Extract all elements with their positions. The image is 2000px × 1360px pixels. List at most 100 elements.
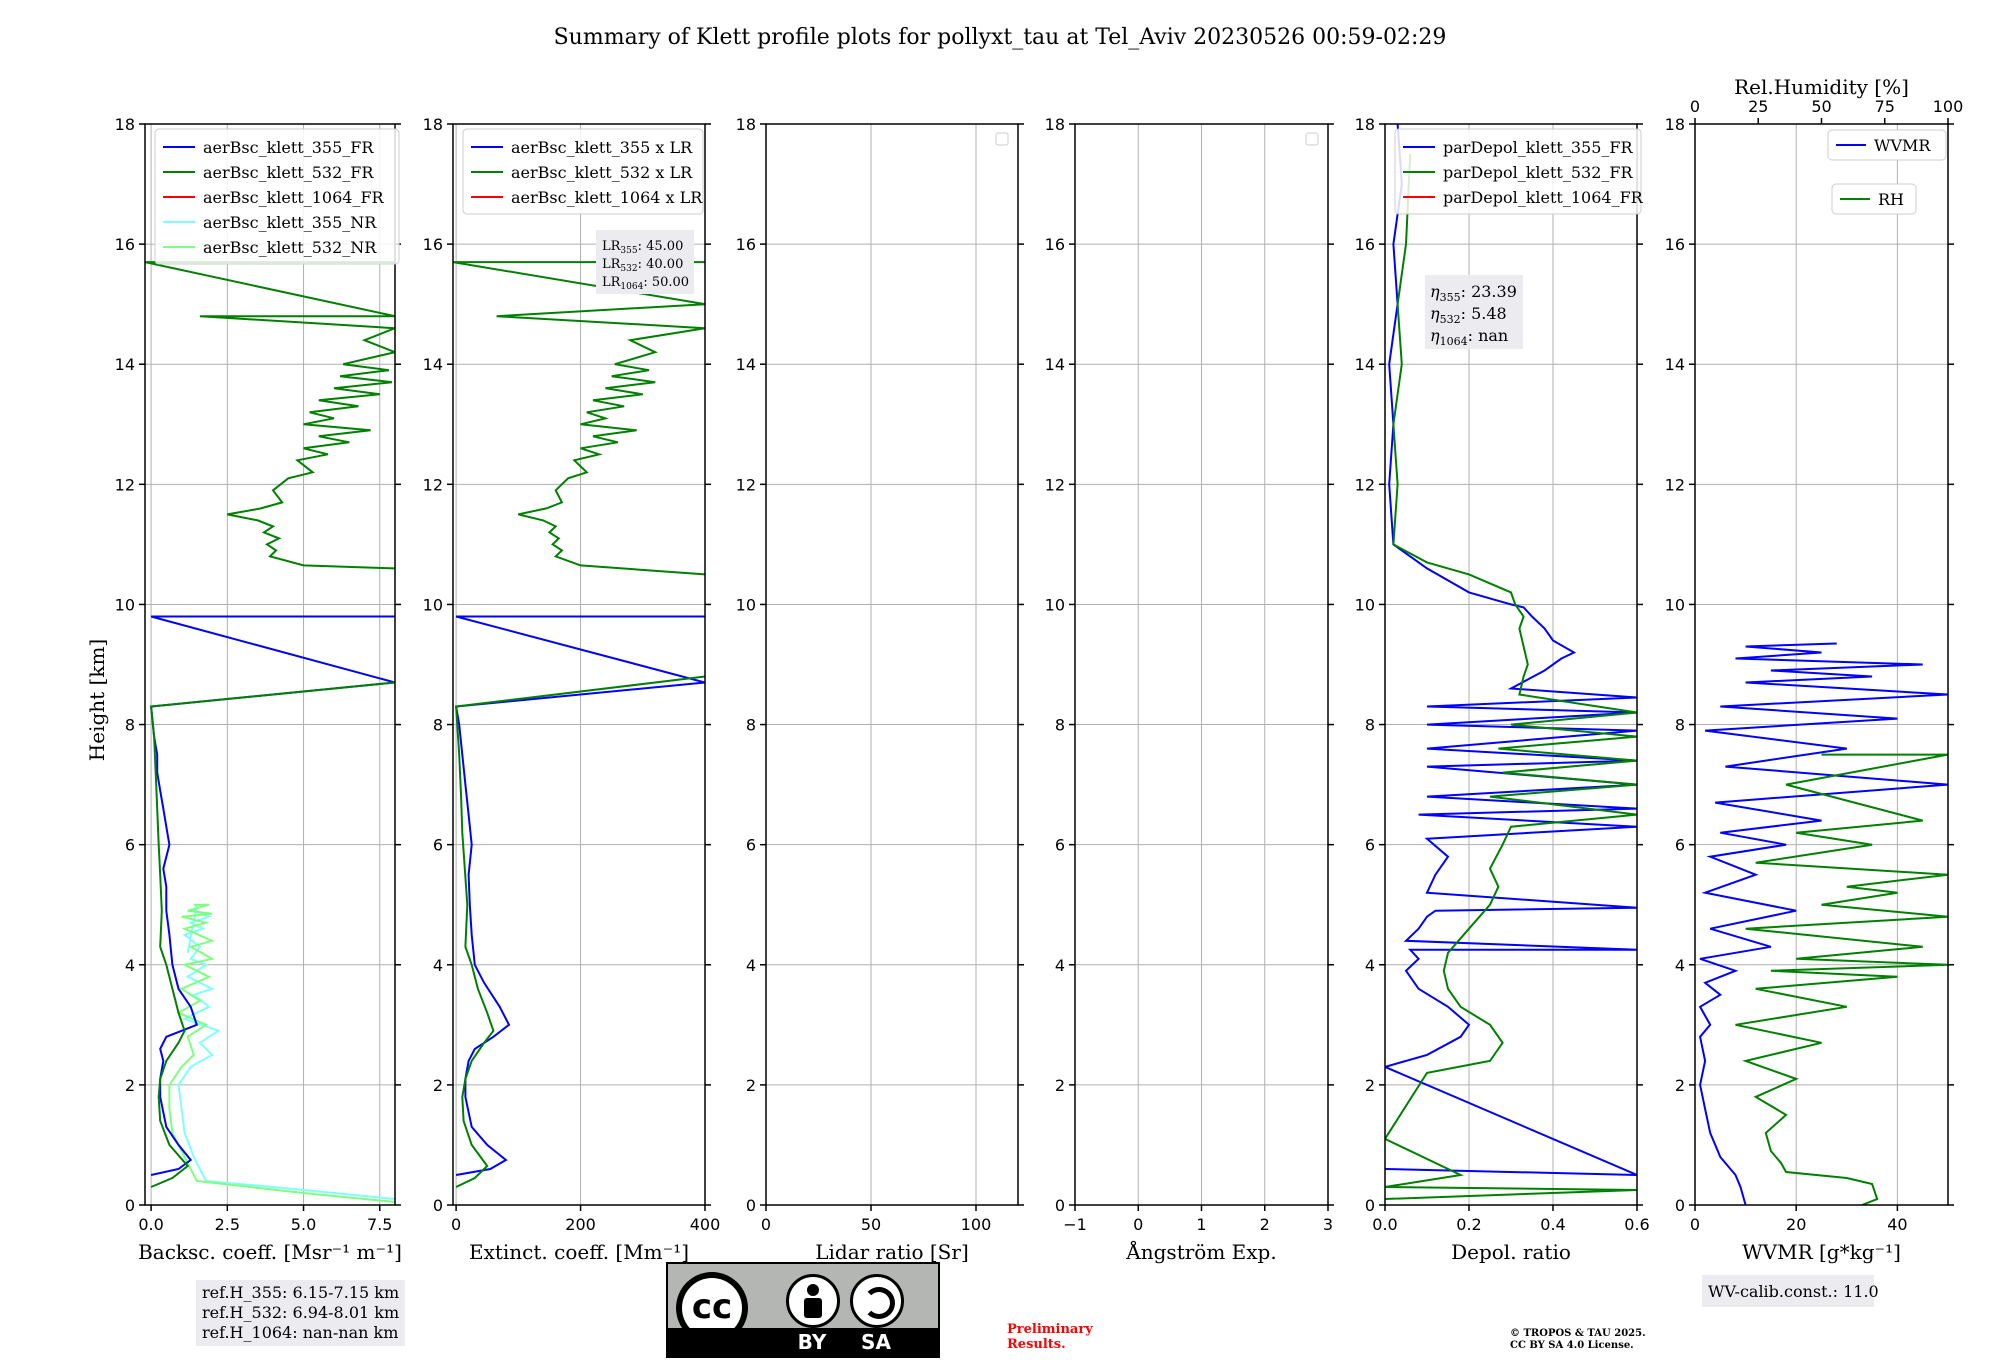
y-tick-label: 10: [1355, 595, 1375, 614]
series-aerBsc_klett_532_FR_upper: [145, 261, 395, 570]
x-tick-label: 200: [565, 1215, 596, 1234]
y-tick-label: 8: [1675, 716, 1685, 735]
y-tick-label: 12: [1355, 475, 1375, 494]
panel-lr: 0 2 4 6 8 10 12 14 16 18 0 50 100 Lidar ratio [Sr]: [736, 115, 1024, 1264]
y-tick-label: 12: [1045, 475, 1065, 494]
x-tick-label: 0: [1133, 1215, 1143, 1234]
y-tick-label: 6: [1365, 836, 1375, 855]
y-tick-label: 4: [1365, 956, 1375, 975]
y-tick-label: 12: [115, 475, 135, 494]
x-tick-label: 40: [1887, 1215, 1907, 1234]
series-aerBsc_klett_532_NR: [168, 903, 395, 1203]
x-tick-label: 2: [1260, 1215, 1270, 1234]
cc-by-sa-badge: cc BY SA: [666, 1262, 940, 1358]
x-axis-label: Depol. ratio: [1451, 1240, 1571, 1264]
y-tick-label: 6: [1055, 836, 1065, 855]
preliminary-note: Preliminary Results.: [1007, 1322, 1093, 1352]
series-aerBsc_klett_355_FR: [150, 615, 395, 1176]
legend: parDepol_klett_355_FR parDepol_klett_532_…: [1394, 128, 1644, 215]
legend-label: RH: [1878, 190, 1904, 209]
figure-title: Summary of Klett profile plots for polly…: [554, 25, 1447, 50]
series-WVMR: [1698, 642, 1948, 1205]
y-tick-label: 0: [1365, 1196, 1375, 1215]
series-aerBsc_klett_532_FR: [150, 681, 395, 1188]
x-tick-label: 0.0: [138, 1215, 163, 1234]
y-tick-label: 8: [746, 716, 756, 735]
x-tick-label: 20: [1786, 1215, 1806, 1234]
x-tick-label: 7.5: [367, 1215, 392, 1234]
copyright-note: © TROPOS & TAU 2025. CC BY SA 4.0 Licens…: [1510, 1328, 1646, 1351]
y-tick-label: 0: [433, 1196, 443, 1215]
info-background: [1425, 275, 1523, 349]
y-tick-label: 18: [115, 115, 135, 134]
y-tick-label: 0: [746, 1196, 756, 1215]
x-tick-label: 3: [1323, 1215, 1333, 1234]
y-tick-label: 0: [125, 1196, 135, 1215]
info-background: [1702, 1275, 1874, 1307]
x-tick-label: 2.5: [215, 1215, 240, 1234]
sa-label: SA: [861, 1330, 891, 1354]
wv-calib-info: WV-calib.const.: 11.0: [1702, 1275, 1879, 1307]
y-tick-label: 2: [1055, 1076, 1065, 1095]
eta-label: η1064: nan: [1430, 326, 1508, 348]
series-aerBsc_klett_355_NR: [177, 904, 395, 1200]
x-tick-label: 0.6: [1624, 1215, 1649, 1234]
series-aerBsc_klett_355 x LR: [454, 615, 705, 1176]
x2-tick-label: 0: [1690, 97, 1700, 116]
x2-tick-label: 50: [1811, 97, 1831, 116]
y-tick-label: 16: [1355, 235, 1375, 254]
y-tick-label: 0: [1055, 1196, 1065, 1215]
legend-rh: RH: [1831, 183, 1917, 215]
y-tick-label: 8: [125, 716, 135, 735]
panel-wv: 0 2 4 6 8 10 12 14 16 18 0 20 40 WVMR [g*kg⁻¹] 0 25 50 75…: [1665, 75, 1963, 1307]
y-tick-label: 2: [1365, 1076, 1375, 1095]
y-tick-label: 4: [125, 956, 135, 975]
svg-text:LR532: 40.00: LR532: 40.00: [602, 257, 683, 274]
axes-frame: [1384, 123, 1638, 1206]
legend-wvmr: WVMR: [1827, 129, 1947, 161]
legend-label: parDepol_klett_355_FR: [1443, 138, 1634, 157]
y-tick-label: 6: [1675, 836, 1685, 855]
panel-dep: 0 2 4 6 8 10 12 14 16 18 0.0 0.2 0.4 0.6 Depol. ratio p…: [1355, 115, 1650, 1264]
x-tick-label: −1: [1063, 1215, 1087, 1234]
legend: aerBsc_klett_355 x LR aerBsc_klett_532 x …: [462, 128, 704, 215]
ref-height-1064: ref.H_1064: nan-nan km: [202, 1323, 399, 1342]
legend-label: aerBsc_klett_355_FR: [203, 138, 374, 157]
x-tick-label: 5.0: [291, 1215, 316, 1234]
y-tick-label: 4: [746, 956, 756, 975]
svg-text:LR1064: 50.00: LR1064: 50.00: [602, 275, 689, 292]
series-parDepol_klett_532_FR: [1385, 153, 1637, 1200]
x-axis-label: Backsc. coeff. [Msr⁻¹ m⁻¹]: [138, 1240, 402, 1264]
axes-frame: [765, 123, 1019, 1206]
y-tick-label: 18: [736, 115, 756, 134]
eta-label: η355: 23.39: [1430, 282, 1517, 304]
y-tick-label: 0: [1675, 1196, 1685, 1215]
x-tick-label: 0.4: [1540, 1215, 1565, 1234]
legend-label: aerBsc_klett_1064 x LR: [511, 188, 703, 207]
x-axis-label: Lidar ratio [Sr]: [815, 1240, 969, 1264]
y-tick-label: 4: [1675, 956, 1685, 975]
y-tick-label: 8: [433, 716, 443, 735]
y-tick-label: 18: [423, 115, 443, 134]
x-axis-label: WVMR [g*kg⁻¹]: [1742, 1240, 1901, 1264]
ref-height-355: ref.H_355: 6.15-7.15 km: [202, 1283, 400, 1302]
x2-tick-label: 25: [1748, 97, 1768, 116]
legend-label: WVMR: [1874, 136, 1931, 155]
plot-panels: 0 2 4 6 8 10 12 14 16 18 0.0 2.5 5.0 7.5 Backsc. coeff…: [115, 75, 1963, 1307]
legend-label: aerBsc_klett_355 x LR: [511, 138, 693, 157]
x-tick-label: 0: [1690, 1215, 1700, 1234]
y-tick-label: 14: [1665, 355, 1685, 374]
y-tick-label: 16: [1045, 235, 1065, 254]
legend-label: parDepol_klett_532_FR: [1443, 163, 1634, 182]
legend-box: [462, 128, 704, 215]
y-tick-label: 14: [1045, 355, 1065, 374]
x-axis-label: Extinct. coeff. [Mm⁻¹]: [469, 1240, 689, 1264]
y-tick-label: 18: [1665, 115, 1685, 134]
x-tick-label: 0: [451, 1215, 461, 1234]
series-group: [145, 261, 395, 1203]
y-tick-label: 12: [1665, 475, 1685, 494]
y-tick-label: 2: [1675, 1076, 1685, 1095]
